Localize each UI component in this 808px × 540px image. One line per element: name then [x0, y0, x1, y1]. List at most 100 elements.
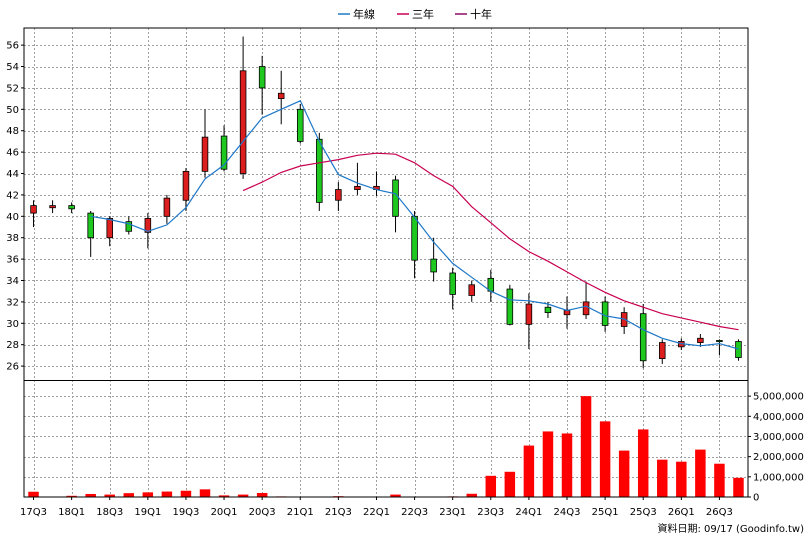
- candle: [68, 202, 75, 214]
- x-tick-label: 23Q3: [477, 507, 504, 518]
- x-tick-label: 17Q3: [20, 507, 47, 518]
- candlesticks: [30, 36, 742, 369]
- candle: [87, 210, 94, 257]
- x-tick-label: 22Q1: [363, 507, 390, 518]
- candle-body: [258, 66, 266, 89]
- source-note: 資料日期: 09/17 (Goodinfo.tw): [657, 522, 804, 535]
- price-tick-label: 36: [6, 255, 19, 266]
- moving-average-lines: [90, 100, 739, 350]
- volume-bar: [199, 489, 211, 497]
- volume-bar: [504, 471, 516, 497]
- candle: [220, 125, 228, 172]
- price-tick-label: 28: [6, 340, 19, 351]
- candle: [316, 132, 323, 211]
- volume-bar: [618, 450, 630, 497]
- candle-body: [354, 185, 361, 190]
- price-tick-label: 40: [6, 212, 19, 223]
- volume-bar: [218, 495, 230, 497]
- price-tick-label: 26: [6, 362, 19, 373]
- candle-body: [239, 70, 247, 174]
- candle-body: [87, 212, 94, 239]
- volume-bar: [237, 494, 249, 497]
- candle: [30, 200, 37, 228]
- candle: [277, 70, 285, 125]
- candle: [201, 109, 209, 178]
- x-tick-label: 23Q1: [439, 507, 466, 518]
- candle: [335, 182, 342, 211]
- price-tick-label: 30: [6, 319, 19, 330]
- volume-bar: [390, 494, 401, 497]
- candle: [182, 168, 190, 211]
- legend-item: 三年: [397, 7, 434, 21]
- volume-tick-label: 5,000,000: [753, 392, 804, 403]
- candle-body: [220, 135, 228, 170]
- volume-bar: [28, 491, 39, 497]
- candle-body: [601, 301, 609, 326]
- price-tick-label: 50: [6, 105, 19, 116]
- volume-bar: [123, 493, 135, 497]
- three-year-line: [242, 152, 739, 331]
- candle: [525, 293, 533, 349]
- volume-bar: [85, 493, 96, 497]
- candle-body: [525, 303, 533, 325]
- volume-bar: [66, 495, 77, 497]
- volume-bar: [695, 449, 706, 497]
- candle-body: [163, 197, 171, 217]
- volume-bar: [466, 493, 477, 497]
- candle: [354, 162, 361, 195]
- candle-body: [68, 205, 75, 210]
- price-tick-label: 38: [6, 233, 19, 244]
- legend-label: 三年: [412, 7, 434, 21]
- candle: [49, 200, 56, 214]
- price-tick-label: 54: [6, 62, 19, 73]
- volume-bar: [523, 445, 535, 497]
- candle: [735, 339, 742, 361]
- volume-tick-label: 0: [753, 493, 759, 504]
- volume-bar: [657, 459, 668, 497]
- candle-body: [506, 288, 514, 325]
- candle-body: [639, 313, 647, 362]
- price-tick-label: 32: [6, 297, 19, 308]
- candle-body: [182, 170, 190, 201]
- price-tick-label: 52: [6, 83, 19, 94]
- volume-tick-label: 3,000,000: [753, 432, 804, 443]
- x-tick-label: 25Q1: [592, 507, 619, 518]
- candle: [430, 237, 437, 282]
- price-tick-label: 34: [6, 276, 19, 287]
- volume-bar: [599, 421, 611, 497]
- candle-body: [544, 306, 552, 313]
- volume-bar: [180, 490, 192, 497]
- volume-bar: [714, 463, 725, 497]
- candle-body: [430, 258, 437, 273]
- volume-bar: [733, 477, 744, 497]
- x-tick-label: 18Q3: [96, 507, 123, 518]
- candle-body: [392, 179, 399, 217]
- candle: [582, 281, 590, 320]
- legend-label: 十年: [470, 7, 492, 21]
- candle-body: [468, 284, 475, 296]
- candle-body: [144, 218, 152, 233]
- candle-body: [106, 218, 113, 239]
- volume-bar: [142, 492, 154, 497]
- volume-bar: [485, 475, 497, 497]
- legend-label: 年線: [353, 7, 375, 21]
- candle: [449, 267, 456, 310]
- volume-bar: [104, 494, 115, 497]
- candle-body: [335, 189, 342, 201]
- volume-tick-label: 4,000,000: [753, 412, 804, 423]
- x-tick-label: 21Q1: [287, 507, 314, 518]
- legend: 年線 三年 十年: [338, 7, 492, 21]
- x-tick-label: 24Q1: [515, 507, 542, 518]
- candle-body: [49, 205, 56, 209]
- candle: [239, 36, 247, 179]
- volume-bar: [256, 492, 268, 497]
- price-axis-ticks: 26 28 30 32 34 36 38 40 42 44 46 48 50 52 54 56: [6, 41, 24, 373]
- candle-body: [582, 301, 590, 316]
- volume-bar: [561, 433, 573, 497]
- price-tick-label: 42: [6, 190, 19, 201]
- candle-body: [30, 205, 37, 214]
- candle: [639, 304, 647, 369]
- volume-tick-label: 1,000,000: [753, 472, 804, 483]
